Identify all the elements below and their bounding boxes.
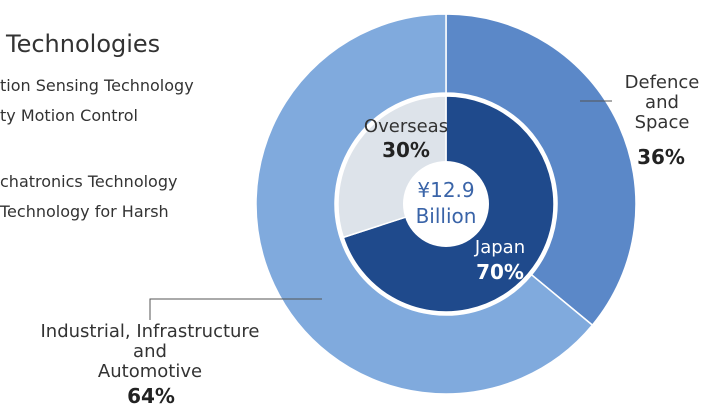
slice-label: Japan — [474, 237, 526, 258]
slice-label: Overseas — [363, 116, 449, 137]
donut-hole — [403, 161, 489, 247]
panel-item: Technology for Harsh — [0, 202, 169, 221]
slice-label: Industrial, Infrastructure and Automotiv… — [40, 321, 260, 382]
value-label: 64% — [127, 384, 175, 408]
value-label: 30% — [382, 138, 430, 162]
panel-item: ty Motion Control — [0, 106, 138, 125]
wedge — [445, 13, 637, 327]
value-label: 36% — [637, 145, 685, 169]
leader-line — [149, 298, 322, 320]
value-label: 70% — [476, 260, 524, 284]
center-label: ¥12.9 Billion — [415, 178, 477, 228]
panel-item: tion Sensing Technology — [0, 76, 194, 95]
panel-item: chatronics Technology — [0, 172, 178, 191]
panel-title: Technologies — [6, 30, 161, 58]
wedge — [255, 13, 594, 395]
slice-label: Defence and Space — [624, 72, 700, 133]
